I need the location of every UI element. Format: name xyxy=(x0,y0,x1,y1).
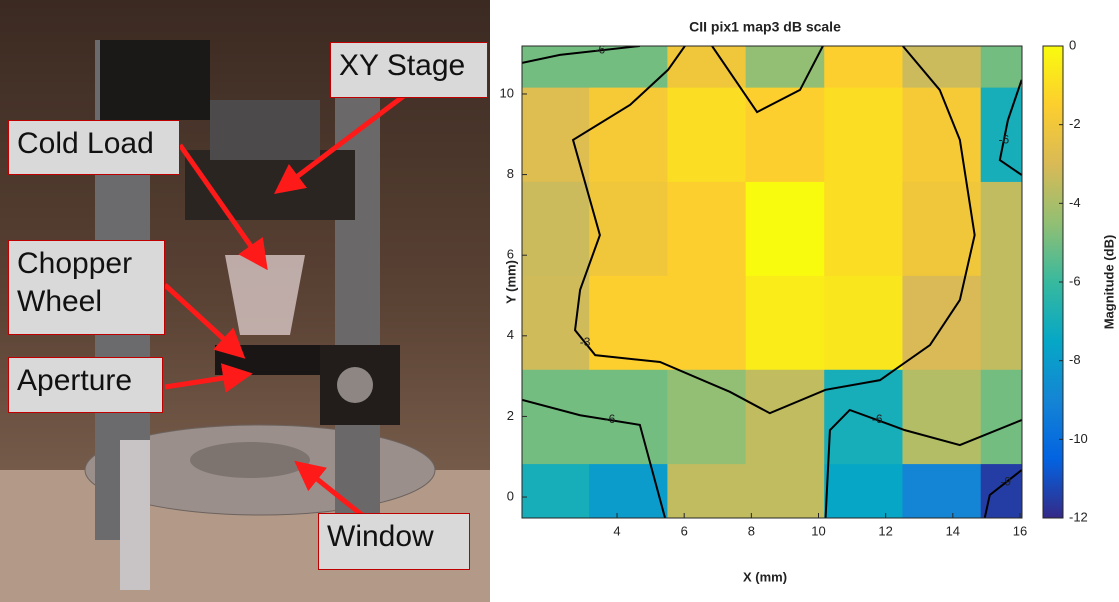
photo-label: Aperture xyxy=(8,357,163,413)
heatmap-cell xyxy=(824,181,903,275)
y-tick-label: 0 xyxy=(507,488,514,503)
colorbar-tick-label: -8 xyxy=(1069,352,1081,367)
y-tick-label: 8 xyxy=(507,166,514,181)
heatmap-cell xyxy=(667,181,746,275)
colorbar-tick-label: -4 xyxy=(1069,195,1081,210)
x-tick-label: 16 xyxy=(1013,523,1027,538)
heatmap-cell xyxy=(522,87,590,182)
x-tick-label: 8 xyxy=(748,523,755,538)
chart-title: CII pix1 map3 dB scale xyxy=(689,19,841,35)
y-tick-label: 10 xyxy=(500,85,514,100)
heatmap-cell xyxy=(981,181,1023,275)
x-tick-label: 12 xyxy=(878,523,892,538)
x-tick-label: 4 xyxy=(613,523,620,538)
y-axis-label: Y (mm) xyxy=(503,260,518,304)
heatmap-cell xyxy=(902,464,981,519)
chart: CII pix1 map3 dB scale X (mm) Y (mm) Mag… xyxy=(490,0,1119,602)
photo-label: Cold Load xyxy=(8,120,180,175)
heatmap-cell xyxy=(981,46,1023,88)
y-tick-label: 4 xyxy=(507,327,514,342)
colorbar-tick-label: -12 xyxy=(1069,509,1088,524)
heatmap-cell xyxy=(589,87,668,182)
x-tick-label: 10 xyxy=(811,523,825,538)
x-tick-label: 6 xyxy=(681,523,688,538)
heatmap-cell xyxy=(824,464,903,519)
heatmap-cell xyxy=(522,181,590,275)
heatmap-cell xyxy=(902,369,981,464)
contour-label: -6 xyxy=(999,132,1010,146)
y-tick-label: 2 xyxy=(507,408,514,423)
heatmap-cell xyxy=(981,369,1023,464)
colorbar-tick-label: 0 xyxy=(1069,37,1076,52)
page: XY Stage Cold Load Chopper Wheel Apertur… xyxy=(0,0,1119,602)
heatmap-cell xyxy=(981,275,1023,369)
heatmap-cell xyxy=(522,369,590,464)
colorbar-tick-label: -10 xyxy=(1069,431,1088,446)
heatmap-cell xyxy=(667,46,746,88)
contour-label: -6 xyxy=(595,43,606,57)
heatmap-cell xyxy=(746,181,825,275)
x-tick-label: 14 xyxy=(946,523,960,538)
heatmap-cell xyxy=(824,275,903,369)
heatmap-cell xyxy=(589,464,668,519)
colorbar-tick-label: -6 xyxy=(1069,273,1081,288)
heatmap-cell xyxy=(746,464,825,519)
heatmap-cell xyxy=(589,369,668,464)
heatmap-cell xyxy=(667,275,746,369)
photo-label: Chopper Wheel xyxy=(8,240,165,335)
contour-label: -6 xyxy=(605,412,616,426)
heatmap-cell xyxy=(902,46,981,88)
heatmap-cell xyxy=(522,464,590,519)
heatmap-cell xyxy=(824,46,903,88)
heatmap-cell xyxy=(589,181,668,275)
contour-label: -6 xyxy=(872,412,883,426)
heatmap-cell xyxy=(824,87,903,182)
heatmap-cell xyxy=(667,369,746,464)
heatmap-cell xyxy=(667,464,746,519)
heatmap-cell xyxy=(746,275,825,369)
photo-label: Window xyxy=(318,513,470,570)
colorbar-tick-label: -2 xyxy=(1069,116,1081,131)
heatmap-cell xyxy=(667,87,746,182)
heatmap-cell xyxy=(746,87,825,182)
x-axis-label: X (mm) xyxy=(743,569,787,584)
contour-label: -3 xyxy=(580,335,591,349)
photo-label: XY Stage xyxy=(330,42,488,98)
heatmap-cell xyxy=(746,369,825,464)
contour-label: -9 xyxy=(1000,475,1011,489)
heatmap-cell xyxy=(902,87,981,182)
colorbar-label: Magnitude (dB) xyxy=(1101,235,1116,330)
y-tick-label: 6 xyxy=(507,247,514,262)
